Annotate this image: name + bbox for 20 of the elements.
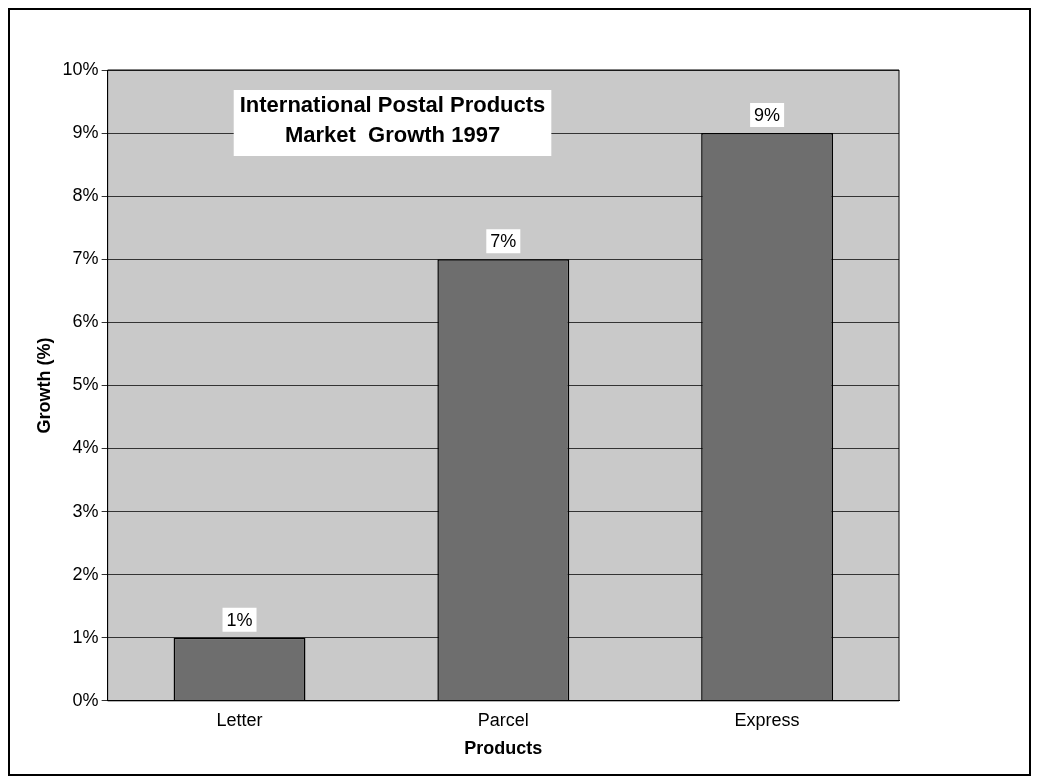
y-tick-label: 2% — [72, 563, 99, 584]
y-tick-label: 4% — [72, 437, 99, 458]
y-tick-label: 5% — [72, 374, 99, 395]
x-axis-title: Products — [464, 738, 543, 759]
x-tick-label: Express — [734, 709, 800, 730]
y-tick-label: 8% — [72, 185, 99, 206]
data-label: 9% — [754, 105, 781, 126]
data-label: 1% — [226, 609, 253, 630]
text: International Postal Products Market Growth 1997 — [239, 92, 546, 148]
y-tick-label: 3% — [72, 500, 99, 521]
y-tick-label: 1% — [72, 626, 99, 647]
x-tick-label: Letter — [216, 709, 263, 730]
data-label: 7% — [490, 231, 517, 252]
y-tick-label: 9% — [72, 122, 99, 143]
x-tick-label: Parcel — [477, 709, 529, 730]
y-tick-label: 10% — [62, 58, 99, 79]
y-tick-label: 7% — [72, 248, 99, 269]
y-tick-label: 0% — [72, 689, 99, 710]
y-axis-title: Growth (%) — [33, 337, 54, 434]
y-tick-label: 6% — [72, 311, 99, 332]
